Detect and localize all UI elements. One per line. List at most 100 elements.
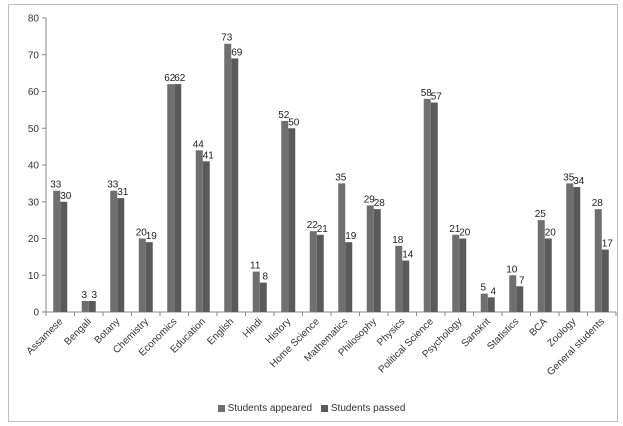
bar-appeared — [537, 220, 545, 312]
data-label-passed: 57 — [431, 92, 443, 103]
y-tick-label: 80 — [28, 14, 40, 25]
bar-appeared — [110, 190, 118, 312]
x-category-label: Home Science — [268, 316, 322, 370]
bar-passed — [231, 58, 239, 312]
bar-appeared — [452, 234, 460, 312]
bar-appeared — [224, 43, 232, 312]
data-label-appeared: 22 — [307, 220, 319, 231]
bar-passed — [345, 242, 353, 312]
bar-passed — [573, 187, 581, 312]
data-label-appeared: 25 — [535, 209, 547, 220]
data-label-appeared: 35 — [335, 172, 347, 183]
data-label-passed: 28 — [374, 198, 386, 209]
legend-item-appeared: Students appeared — [217, 403, 313, 414]
bar-appeared — [138, 238, 146, 312]
y-tick-label: 40 — [28, 161, 40, 172]
x-category-label: Assamese — [25, 316, 66, 357]
bar-appeared — [366, 205, 374, 312]
y-tick-label: 10 — [28, 271, 40, 282]
y-tick-label: 70 — [28, 50, 40, 61]
x-category-label: Hindi — [241, 316, 265, 340]
data-label-appeared: 3 — [81, 290, 87, 301]
data-label-appeared: 73 — [221, 33, 233, 44]
data-label-passed: 30 — [60, 191, 72, 202]
bar-passed — [145, 242, 153, 312]
legend-label-appeared: Students appeared — [227, 403, 313, 414]
data-label-appeared: 28 — [592, 198, 604, 209]
bar-appeared — [509, 275, 517, 312]
bar-passed — [117, 198, 125, 312]
legend-swatch-appeared — [217, 404, 225, 412]
bar-passed — [88, 300, 96, 312]
data-label-passed: 3 — [91, 290, 97, 301]
data-label-passed: 19 — [146, 231, 158, 242]
data-label-appeared: 62 — [164, 73, 176, 84]
data-label-appeared: 33 — [50, 180, 62, 191]
bar-appeared — [594, 209, 602, 312]
bar-passed — [459, 238, 467, 312]
bar-passed — [544, 238, 552, 312]
bar-appeared — [195, 150, 203, 312]
bar-passed — [373, 209, 381, 312]
bar-appeared — [81, 300, 89, 312]
data-label-appeared: 29 — [364, 194, 376, 205]
bar-passed — [202, 161, 210, 312]
data-label-passed: 7 — [519, 275, 525, 286]
bar-passed — [487, 297, 495, 312]
x-category-label: BCA — [528, 316, 551, 339]
legend-item-passed: Students passed — [320, 403, 406, 414]
data-label-passed: 34 — [573, 176, 585, 187]
bar-appeared — [338, 183, 346, 312]
bar-appeared — [566, 183, 574, 312]
chart-frame — [8, 4, 618, 422]
legend: Students appeared Students passed — [0, 403, 623, 414]
data-label-appeared: 18 — [392, 235, 404, 246]
data-label-appeared: 44 — [193, 139, 205, 150]
data-label-passed: 62 — [174, 73, 186, 84]
data-label-appeared: 10 — [506, 264, 518, 275]
bar-passed — [516, 286, 524, 312]
bar-appeared — [309, 231, 317, 312]
data-label-appeared: 33 — [107, 180, 119, 191]
data-label-passed: 21 — [317, 224, 329, 235]
y-tick-label: 30 — [28, 197, 40, 208]
data-label-appeared: 35 — [563, 172, 575, 183]
data-label-appeared: 11 — [250, 261, 261, 272]
y-tick-label: 20 — [28, 234, 40, 245]
bar-appeared — [167, 84, 175, 313]
y-tick-label: 60 — [28, 87, 40, 98]
y-tick-label: 0 — [33, 308, 39, 319]
data-label-appeared: 5 — [480, 283, 486, 294]
bar-passed — [288, 128, 296, 312]
y-tick-label: 50 — [28, 124, 40, 135]
bar-appeared — [480, 293, 488, 312]
data-label-appeared: 52 — [278, 110, 290, 121]
bar-passed — [402, 260, 410, 312]
x-category-label: English — [205, 316, 236, 347]
data-label-passed: 50 — [288, 117, 300, 128]
bar-passed — [60, 201, 68, 312]
x-category-label: Statistics — [485, 316, 521, 352]
legend-label-passed: Students passed — [330, 403, 406, 414]
bar-appeared — [395, 245, 403, 312]
data-label-passed: 31 — [117, 187, 129, 198]
bar-appeared — [252, 271, 260, 312]
bar-passed — [430, 102, 438, 313]
data-label-passed: 4 — [490, 286, 496, 297]
data-label-passed: 17 — [602, 239, 614, 250]
bar-passed — [174, 84, 182, 313]
bar-appeared — [281, 120, 289, 313]
data-label-passed: 69 — [231, 47, 243, 58]
bar-appeared — [423, 98, 431, 312]
data-label-passed: 41 — [203, 150, 215, 161]
bar-passed — [316, 234, 324, 312]
data-label-appeared: 21 — [449, 224, 461, 235]
data-label-passed: 20 — [459, 228, 471, 239]
data-label-passed: 8 — [262, 272, 268, 283]
bar-appeared — [53, 190, 61, 312]
legend-swatch-passed — [320, 404, 328, 412]
bar-passed — [601, 249, 609, 312]
data-label-appeared: 20 — [136, 228, 148, 239]
data-label-appeared: 58 — [421, 88, 433, 99]
